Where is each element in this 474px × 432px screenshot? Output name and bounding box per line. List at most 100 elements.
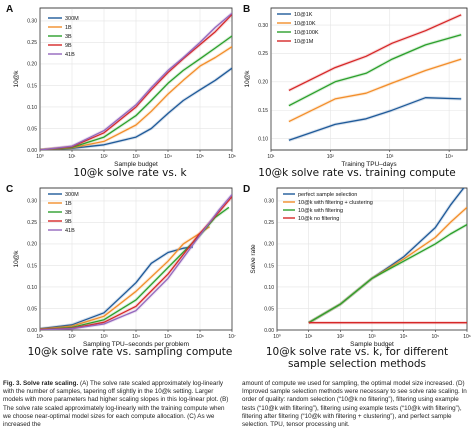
y-tick-label: 0.15 (258, 108, 268, 114)
y-tick-label: 0.10 (27, 105, 37, 111)
y-tick-label: 0.00 (27, 148, 37, 154)
legend-label: 1B (65, 201, 72, 207)
caption-left-text: (A) The solve rate scaled approximately … (3, 380, 229, 429)
x-tick-label: 10¹ (36, 334, 44, 340)
caption-bold: Fig. 3. Solve rate scaling. (3, 380, 79, 387)
legend-label: 300M (65, 192, 79, 198)
x-tick-label: 10³ (132, 154, 140, 160)
chart-b: 0.10 0.15 0.20 0.25 0.30 10¹ 10² 10³ 10⁴ 10@1K 10@… (243, 4, 468, 168)
legend-label: 300M (65, 16, 79, 22)
y-tick-label: 0.25 (258, 51, 268, 57)
chart-c: 0.00 0.05 0.10 0.15 0.20 0.25 0.30 10¹ 10² 10³ 10⁴… (6, 184, 236, 348)
x-tick-label: 10⁰ (273, 334, 281, 340)
y-tick-label: 0.05 (264, 306, 274, 312)
series-line-2 (40, 35, 232, 150)
y-tick-label: 0.25 (264, 220, 274, 226)
x-tick-label: 10⁶ (196, 334, 204, 340)
panel-letter: D (243, 184, 250, 195)
subtitle-b: 10@k solve rate vs. training compute (258, 167, 456, 179)
x-tick-label: 10⁵ (432, 334, 440, 340)
subtitle-d: 10@k solve rate vs. k, for different sam… (265, 346, 449, 370)
chart-a: 0.00 0.05 0.10 0.15 0.20 0.25 0.30 10⁰ 10¹ 10² 10³… (6, 4, 236, 168)
x-tick-label: 10² (100, 154, 108, 160)
x-tick-label: 10¹ (267, 154, 275, 160)
panel-d: 0.00 0.05 0.10 0.15 0.20 0.25 0.30 10⁰ 10¹ 10² 10³… (237, 180, 474, 348)
subtitle-c: 10@k solve rate vs. sampling compute (27, 346, 233, 358)
x-axis-label: Sample budget (114, 161, 158, 168)
y-tick-label: 0.25 (27, 40, 37, 46)
y-tick-label: 0.30 (27, 19, 37, 25)
caption-right: amount of compute we used for sampling, … (242, 380, 467, 429)
series-line-4 (40, 12, 232, 150)
legend-label: 1B (65, 25, 72, 31)
x-tick-label: 10³ (386, 154, 394, 160)
x-tick-label: 10² (68, 334, 76, 340)
x-tick-label: 10⁴ (400, 334, 408, 340)
legend-label: 10@k with filtering + clustering (298, 200, 373, 206)
x-axis-label: Sample budget (350, 341, 394, 348)
chart-d: 0.00 0.05 0.10 0.15 0.20 0.25 0.30 10⁰ 10¹ 10² 10³… (243, 184, 471, 348)
subtitle-a: 10@k solve rate vs. k (73, 167, 187, 179)
x-tick-label: 10⁶ (228, 154, 236, 160)
y-tick-label: 0.05 (27, 306, 37, 312)
y-tick-label: 0.30 (27, 199, 37, 205)
legend-label: 10@1K (294, 12, 313, 18)
series-line-0 (288, 97, 462, 141)
plot-border (276, 187, 468, 331)
x-tick-label: 10³ (368, 334, 376, 340)
x-tick-label: 10¹ (68, 154, 76, 160)
panel-letter: A (6, 4, 13, 15)
x-tick-label: 10⁵ (164, 334, 172, 340)
y-axis-label: 10@k (13, 70, 20, 88)
y-tick-label: 0.20 (27, 62, 37, 68)
y-tick-label: 0.15 (264, 263, 274, 269)
x-tick-label: 10⁶ (463, 334, 471, 340)
x-tick-label: 10³ (100, 334, 108, 340)
series-line-0 (40, 246, 193, 330)
panel-letter: B (243, 4, 250, 15)
series-line-1 (40, 46, 232, 150)
y-tick-label: 0.00 (264, 328, 274, 334)
y-axis-label: Solve rate (250, 244, 257, 274)
y-tick-label: 0.20 (258, 80, 268, 86)
legend-label: 9B (65, 43, 72, 49)
y-axis-label: 10@k (13, 250, 20, 268)
series-line-1 (40, 226, 210, 330)
legend-label: 10@1M (294, 39, 314, 45)
legend-label: 3B (65, 34, 72, 40)
y-tick-label: 0.15 (27, 263, 37, 269)
x-tick-label: 10⁵ (196, 154, 204, 160)
x-tick-label: 10² (327, 154, 335, 160)
x-tick-label: 10¹ (305, 334, 313, 340)
x-tick-label: 10⁴ (164, 154, 172, 160)
x-tick-label: 10⁴ (445, 154, 453, 160)
x-axis-label: Sampling TPU–seconds per problem (83, 341, 189, 348)
y-tick-label: 0.10 (264, 285, 274, 291)
panel-letter: C (6, 184, 13, 195)
x-tick-label: 10⁷ (228, 334, 236, 340)
series-line-4 (40, 194, 232, 330)
plot-border (270, 7, 468, 151)
series-line-2 (40, 206, 230, 330)
legend-label: perfect sample selection (298, 192, 357, 198)
y-tick-label: 0.20 (27, 242, 37, 248)
legend-label: 10@10K (294, 21, 316, 27)
panel-c: 0.00 0.05 0.10 0.15 0.20 0.25 0.30 10¹ 10² 10³ 10⁴… (0, 180, 237, 348)
legend-label: 9B (65, 219, 72, 225)
legend-label: 41B (65, 228, 75, 234)
y-tick-label: 0.20 (264, 242, 274, 248)
legend-label: 10@k no filtering (298, 216, 339, 222)
y-tick-label: 0.00 (27, 328, 37, 334)
caption-left: Fig. 3. Solve rate scaling. (A) The solv… (3, 380, 231, 429)
series-line-1 (288, 58, 462, 123)
series-line-2 (288, 34, 462, 107)
series-line-3 (288, 14, 462, 91)
series-line-2 (308, 224, 467, 324)
legend-label: 41B (65, 52, 75, 58)
y-tick-label: 0.05 (27, 126, 37, 132)
series-line-0 (40, 67, 232, 150)
x-tick-label: 10⁴ (132, 334, 140, 340)
plot-border (39, 187, 233, 331)
y-axis-label: 10@k (244, 70, 251, 88)
y-tick-label: 0.15 (27, 83, 37, 89)
